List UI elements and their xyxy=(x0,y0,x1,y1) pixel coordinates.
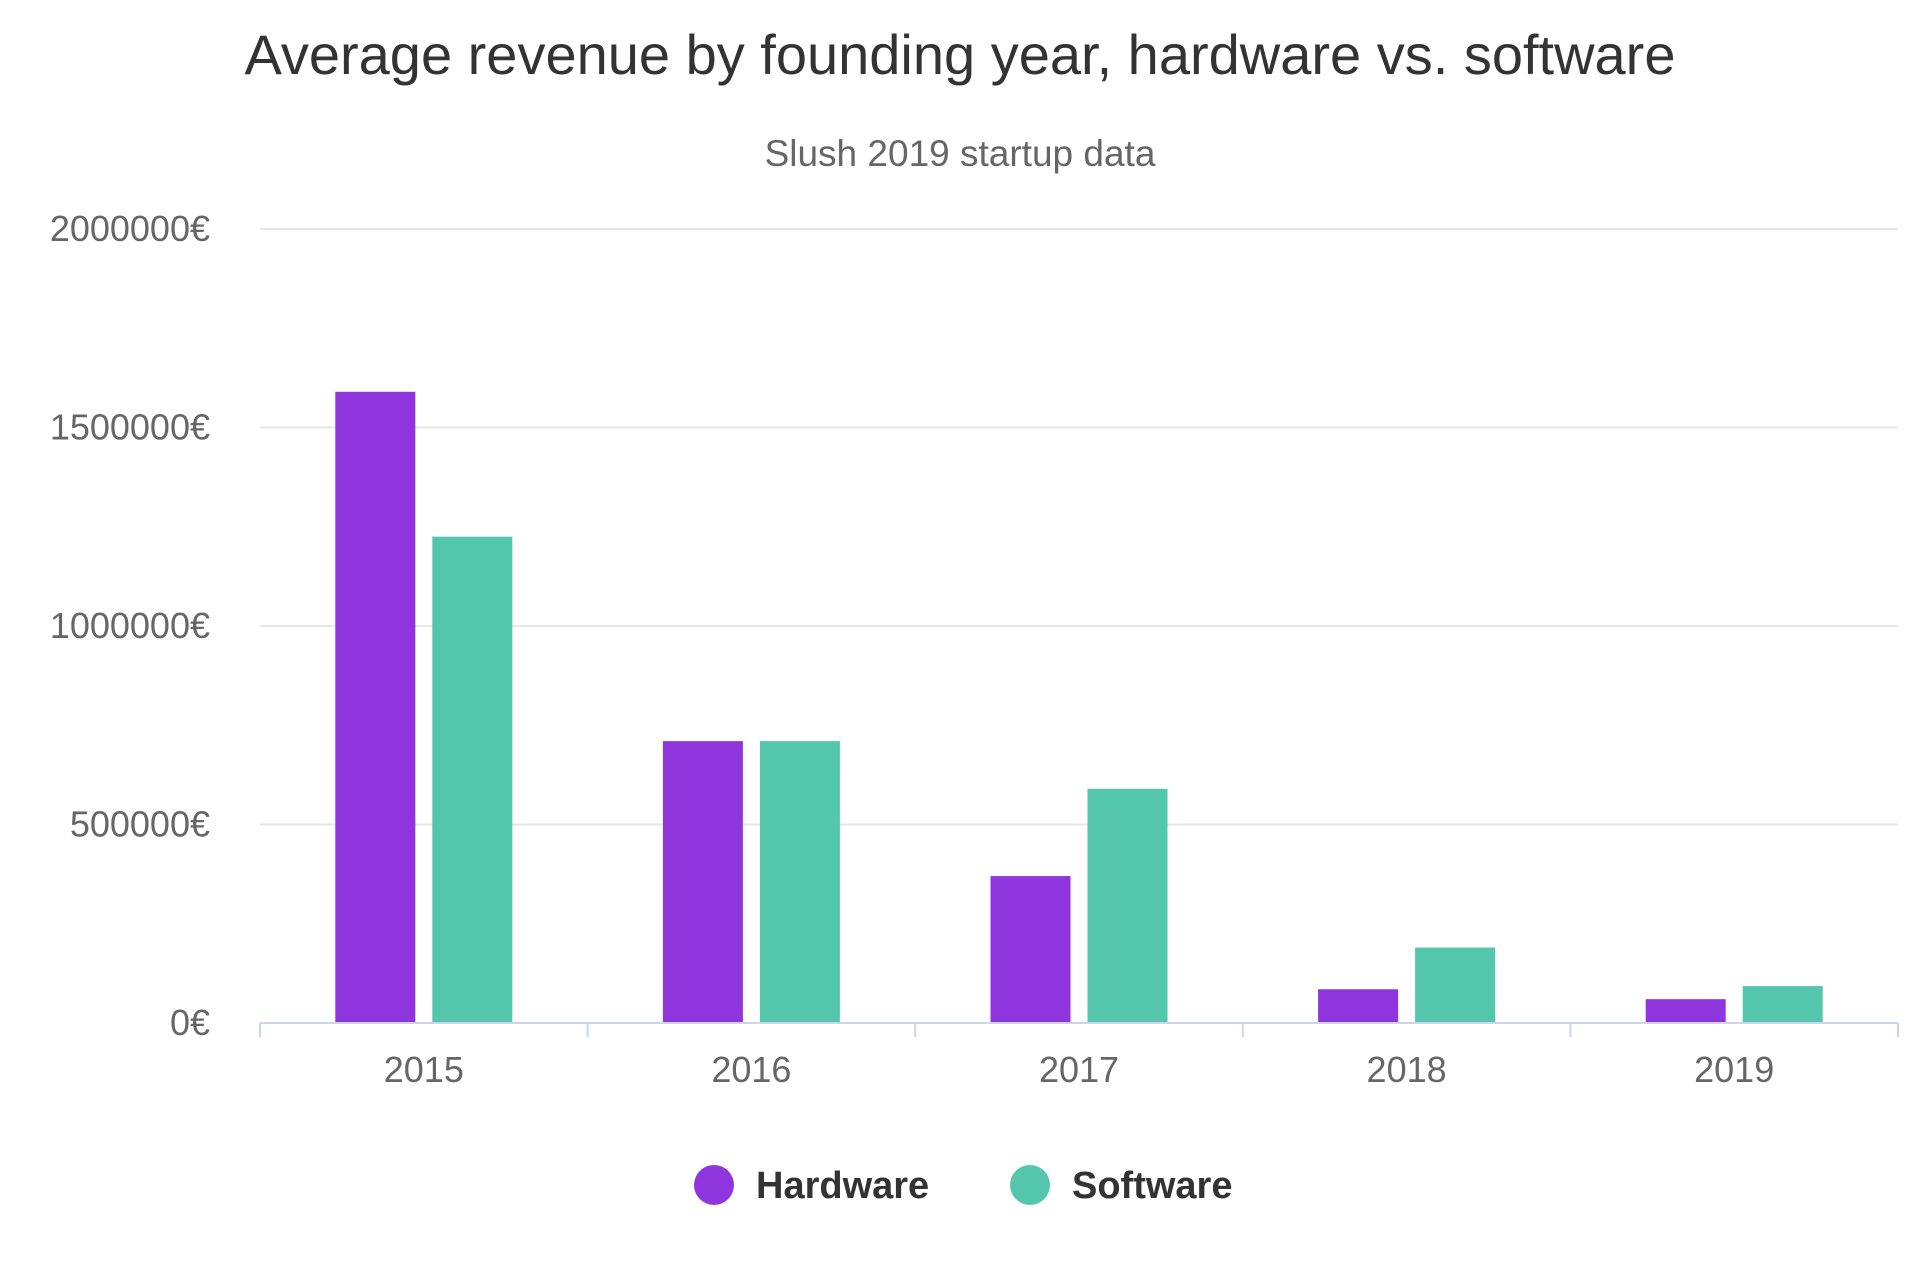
y-tick-label: 1000000€ xyxy=(50,605,210,646)
bar-hardware-2019 xyxy=(1645,999,1726,1023)
bar-software-2016 xyxy=(759,741,840,1023)
legend-label-hardware: Hardware xyxy=(756,1165,929,1207)
bar-hardware-2018 xyxy=(1318,989,1399,1023)
x-tick-label: 2015 xyxy=(384,1049,464,1090)
x-tick-label: 2018 xyxy=(1367,1049,1447,1090)
legend-marker-software xyxy=(1010,1165,1050,1205)
legend-label-software: Software xyxy=(1072,1165,1232,1207)
y-axis-labels: 0€ 500000€ 1000000€ 1500000€ 2000000€ xyxy=(50,208,210,1043)
x-tick-label: 2016 xyxy=(711,1049,791,1090)
bar-hardware-2016 xyxy=(662,741,743,1023)
bar-software-2017 xyxy=(1087,788,1168,1023)
bar-hardware-2017 xyxy=(990,876,1071,1023)
y-tick-label: 1500000€ xyxy=(50,407,210,448)
x-tick-label: 2017 xyxy=(1039,1049,1119,1090)
x-tick-label: 2019 xyxy=(1694,1049,1774,1090)
chart-title: Average revenue by founding year, hardwa… xyxy=(245,23,1676,86)
bars xyxy=(335,391,1823,1023)
gridlines xyxy=(260,228,1898,826)
bar-software-2018 xyxy=(1415,947,1496,1023)
bar-software-2019 xyxy=(1742,986,1823,1023)
x-axis-labels: 2015 2016 2017 2018 2019 xyxy=(259,1023,1899,1090)
chart-subtitle: Slush 2019 startup data xyxy=(765,133,1156,174)
bar-software-2015 xyxy=(432,536,513,1023)
legend-marker-hardware xyxy=(694,1165,734,1205)
y-tick-label: 0€ xyxy=(170,1002,210,1043)
bar-hardware-2015 xyxy=(335,391,416,1023)
legend: Hardware Software xyxy=(694,1165,1232,1207)
y-tick-label: 2000000€ xyxy=(50,208,210,249)
y-tick-label: 500000€ xyxy=(70,804,210,845)
